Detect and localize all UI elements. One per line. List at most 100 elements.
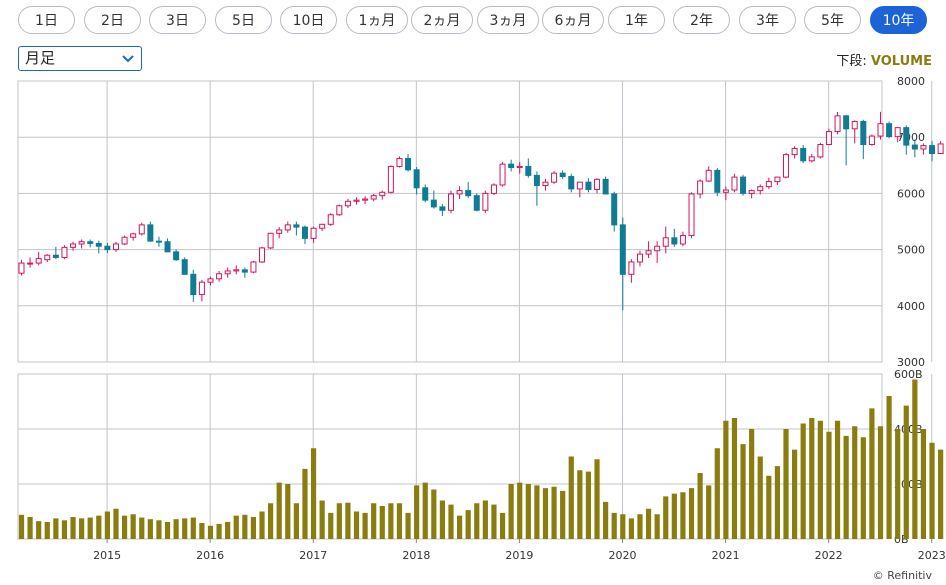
tab-13[interactable]: 5年 [804,6,861,34]
tab-2[interactable]: 2日 [84,6,141,34]
candle [465,182,472,198]
candle [181,257,188,275]
tab-14[interactable]: 10年 [870,6,927,34]
candle-body [894,127,901,138]
volume-bar [697,473,703,539]
candle-body [662,237,669,247]
interval-select[interactable]: 月足 [18,46,142,71]
volume-bar [826,431,832,539]
volume-bar [603,501,609,539]
volume-bar [628,518,634,539]
candle [344,199,351,209]
candle [362,196,369,205]
candle-body [937,143,944,154]
candle [44,254,51,262]
candle [568,173,575,193]
tab-3[interactable]: 3日 [149,6,206,34]
tab-6[interactable]: 1ヵ月 [346,6,408,34]
candle-body [207,278,214,283]
candle-body [241,269,248,273]
volume-bar [285,484,291,539]
volume-bar [465,510,471,539]
tab-11[interactable]: 2年 [673,6,730,34]
tab-12[interactable]: 3年 [739,6,796,34]
candle [722,186,729,201]
candle [121,235,128,246]
candle-body [490,184,497,194]
price-panel: 3000 4000 5000 6000 7000 8000 [17,75,944,369]
volume-bar [61,520,68,539]
candle-body [164,241,171,253]
tab-1[interactable]: 1日 [18,6,75,34]
candle [78,239,85,249]
candle-body [542,181,549,187]
tab-9[interactable]: 6ヵ月 [542,6,604,34]
price-tick-label: 5000 [897,244,925,257]
lower-panel-label: 下段: VOLUME [836,50,932,69]
candle-body [576,181,583,190]
candle-body [585,181,592,190]
candle-body [774,176,781,183]
candle [87,239,94,248]
volume-bar [663,496,669,539]
candle-body [516,165,523,169]
volume-bar [577,470,583,539]
candle [731,173,738,193]
candle [27,257,34,268]
volume-bar [920,429,927,539]
candle [52,246,59,260]
candle-body [757,186,764,192]
candle-body [344,200,351,207]
candle [800,145,807,164]
candle [190,269,197,302]
volume-bar [817,420,823,539]
tab-5[interactable]: 10日 [280,6,337,34]
candle [645,241,652,259]
volume-bar [594,459,600,539]
volume-bar [362,512,368,539]
volume-bar [431,489,437,539]
candle-body [714,169,721,193]
candle-body [70,243,77,248]
candle [757,184,764,195]
candle [825,128,832,146]
candle [301,225,308,244]
volume-bar [731,418,738,539]
tab-4[interactable]: 5日 [215,6,272,34]
candle [611,191,618,232]
candle-body [267,232,274,249]
candle [834,111,841,135]
candle-body [559,172,566,178]
x-tick-label: 2016 [196,549,224,562]
candle [104,242,111,253]
candle-body [405,158,412,171]
tab-8[interactable]: 3ヵ月 [477,6,539,34]
volume-bar [448,504,454,539]
candle [903,125,910,155]
tab-10[interactable]: 1年 [608,6,665,34]
candle-body [216,273,223,280]
volume-bar [250,517,257,539]
volume-bar [242,514,248,539]
lower-panel-prefix: 下段: [836,54,867,69]
candle [817,142,824,159]
volume-bar [225,521,231,539]
candle [241,267,248,278]
candle [808,154,815,163]
candle [525,158,532,178]
candle-body [18,262,25,274]
candle [679,231,686,247]
candle [628,259,635,283]
volume-bar [104,511,110,539]
candle [783,152,790,179]
candle [413,166,420,195]
candle-body [224,270,231,275]
candle-body [688,193,695,237]
candle [585,178,592,193]
tab-7[interactable]: 2ヵ月 [411,6,473,34]
candle-body [112,243,119,251]
volume-bar [293,503,299,539]
candle-body [679,235,686,245]
x-tick-label: 2018 [402,549,430,562]
candle-body [370,195,377,200]
